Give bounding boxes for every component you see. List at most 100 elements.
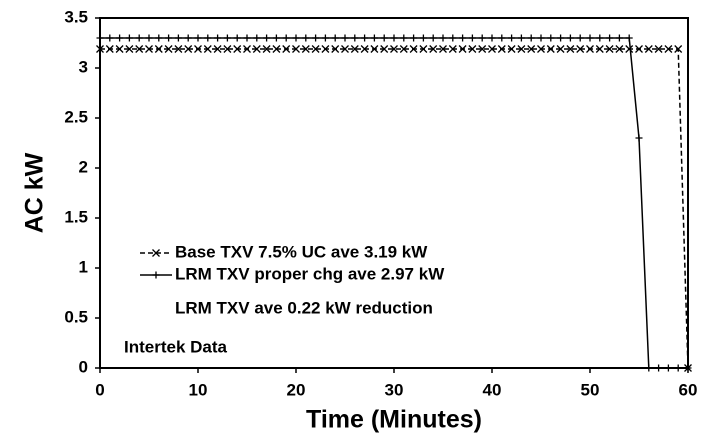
marker	[537, 45, 545, 53]
marker	[272, 34, 280, 42]
marker	[380, 34, 388, 42]
marker	[165, 34, 173, 42]
marker	[223, 45, 232, 53]
y-tick-label: 3	[79, 57, 88, 76]
marker	[370, 34, 378, 42]
marker	[399, 45, 408, 53]
marker	[203, 45, 212, 53]
y-tick-label: 0.5	[64, 307, 88, 326]
marker	[488, 34, 496, 42]
marker	[272, 45, 281, 53]
x-tick-label: 50	[581, 380, 600, 399]
marker	[321, 45, 330, 53]
marker	[252, 45, 261, 53]
marker	[214, 34, 222, 42]
marker	[184, 45, 193, 53]
marker	[488, 45, 496, 53]
annotation: Intertek Data	[124, 337, 228, 356]
marker	[145, 34, 153, 42]
marker	[664, 45, 673, 53]
plot-frame	[99, 17, 689, 369]
marker	[625, 34, 633, 42]
marker	[262, 45, 271, 53]
y-tick-label: 1.5	[64, 207, 88, 226]
y-tick-label: 2.5	[64, 107, 88, 126]
legend-marker	[152, 249, 160, 257]
marker	[302, 34, 310, 42]
series-line	[100, 48, 689, 369]
marker	[174, 45, 183, 53]
marker	[194, 34, 202, 42]
marker	[321, 34, 329, 42]
marker	[448, 45, 457, 53]
marker	[360, 45, 369, 53]
marker	[135, 45, 144, 53]
marker	[410, 34, 418, 42]
y-axis-title: AC kW	[21, 152, 49, 233]
marker	[370, 45, 379, 53]
marker	[635, 45, 643, 53]
marker	[419, 45, 428, 53]
x-tick-label: 20	[287, 380, 306, 399]
marker	[478, 45, 487, 53]
marker	[350, 45, 359, 53]
marker	[478, 34, 486, 42]
marker	[390, 34, 398, 42]
marker	[644, 45, 653, 53]
marker	[301, 45, 310, 53]
legend-label: Base TXV 7.5% UC ave 3.19 kW	[175, 242, 428, 261]
marker	[576, 34, 584, 42]
marker	[292, 34, 300, 42]
x-tick-label: 10	[189, 380, 208, 399]
marker	[380, 45, 389, 53]
marker	[125, 34, 133, 42]
marker	[282, 34, 290, 42]
marker	[312, 34, 320, 42]
marker	[331, 34, 339, 42]
x-tick-label: 30	[385, 380, 404, 399]
marker	[194, 45, 202, 53]
marker	[184, 34, 192, 42]
marker	[390, 45, 398, 53]
marker	[164, 45, 173, 53]
marker	[125, 45, 134, 53]
marker	[243, 45, 251, 53]
marker	[625, 45, 634, 53]
x-tick-label: 0	[95, 380, 104, 399]
marker	[566, 45, 575, 53]
marker	[311, 45, 320, 53]
marker	[105, 45, 114, 53]
marker	[654, 45, 663, 53]
marker	[331, 45, 340, 53]
marker	[145, 45, 153, 53]
x-tick-label: 60	[679, 380, 698, 399]
y-tick-label: 1	[79, 257, 88, 276]
marker	[135, 34, 143, 42]
x-tick-label: 40	[483, 380, 502, 399]
marker	[292, 45, 300, 53]
marker	[606, 34, 614, 42]
marker	[439, 34, 447, 42]
marker	[546, 45, 555, 53]
marker	[468, 34, 476, 42]
marker	[439, 45, 447, 53]
marker	[361, 34, 369, 42]
marker	[615, 45, 624, 53]
marker	[557, 34, 565, 42]
marker	[586, 45, 594, 53]
marker	[243, 34, 251, 42]
series-line	[100, 37, 688, 369]
marker	[233, 45, 242, 53]
marker	[409, 45, 418, 53]
marker	[174, 34, 182, 42]
marker	[115, 45, 124, 53]
marker	[527, 34, 535, 42]
marker	[154, 45, 163, 53]
marker	[429, 45, 438, 53]
marker	[341, 34, 349, 42]
legend-marker	[152, 271, 160, 279]
marker	[635, 134, 643, 142]
marker	[419, 34, 427, 42]
marker	[566, 34, 574, 42]
